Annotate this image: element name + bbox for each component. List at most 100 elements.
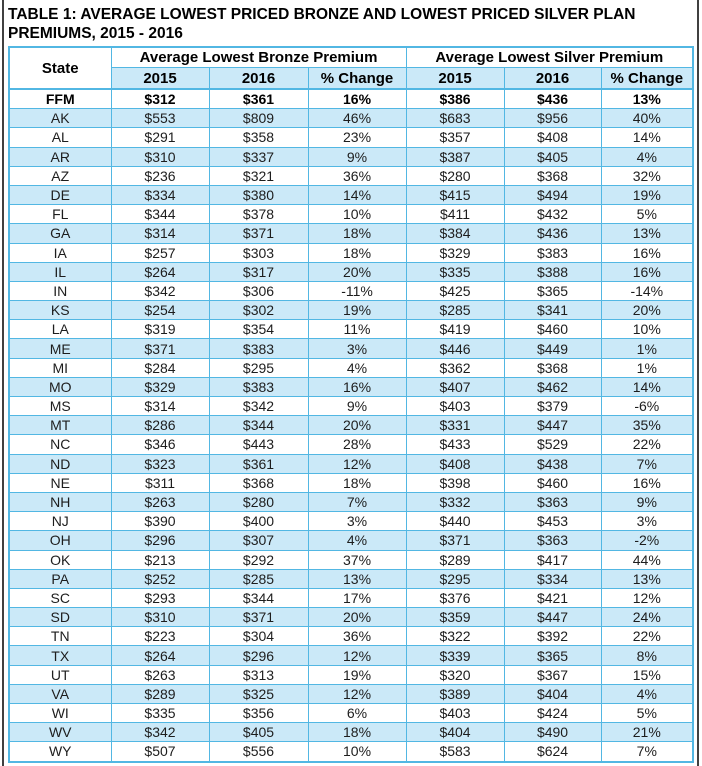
table-row: TN $223 $304 36% $322 $392 22% — [8, 626, 694, 647]
cell-state: AK — [8, 108, 112, 129]
cell-bronze-2015: $335 — [110, 702, 210, 724]
cell-silver-2016: $460 — [503, 319, 602, 340]
col-header-bronze-2016: 2016 — [208, 67, 309, 90]
cell-bronze-2015: $236 — [110, 165, 210, 186]
table-row: AZ $236 $321 36% $280 $368 32% — [8, 165, 694, 186]
cell-silver-change: 19% — [600, 184, 694, 206]
cell-state: LA — [8, 319, 112, 340]
cell-bronze-2016: $405 — [208, 722, 309, 743]
cell-state: UT — [8, 664, 112, 685]
cell-silver-2016: $388 — [503, 261, 602, 282]
cell-silver-change: -2% — [600, 530, 694, 551]
cell-bronze-change: 36% — [307, 626, 407, 647]
cell-state: AL — [8, 127, 112, 148]
table-row: LA $319 $354 11% $419 $460 10% — [8, 319, 694, 340]
cell-bronze-change: 7% — [307, 491, 407, 513]
cell-state: ND — [8, 453, 112, 474]
cell-silver-2016: $436 — [503, 223, 602, 244]
cell-bronze-change: 9% — [307, 146, 407, 167]
cell-state: NE — [8, 472, 112, 493]
table-row: NE $311 $368 18% $398 $460 16% — [8, 472, 694, 493]
cell-bronze-2016: $295 — [208, 357, 309, 378]
cell-bronze-2016: $443 — [208, 434, 309, 455]
cell-silver-2016: $462 — [503, 376, 602, 398]
cell-silver-change: 1% — [600, 338, 694, 359]
cell-silver-change: 4% — [600, 683, 694, 705]
cell-bronze-change: 11% — [307, 319, 407, 340]
table-row: MT $286 $344 20% $331 $447 35% — [8, 415, 694, 436]
cell-bronze-2015: $342 — [110, 280, 210, 302]
cell-bronze-2016: $292 — [208, 549, 309, 570]
cell-bronze-change: 18% — [307, 223, 407, 244]
cell-bronze-2016: $400 — [208, 511, 309, 532]
col-header-state: State — [8, 46, 112, 90]
cell-bronze-change: 20% — [307, 607, 407, 628]
cell-bronze-change: 6% — [307, 702, 407, 724]
cell-bronze-2016: $296 — [208, 645, 309, 666]
cell-state: VA — [8, 683, 112, 705]
table-title-line1: TABLE 1: AVERAGE LOWEST PRICED BRONZE AN… — [8, 6, 636, 23]
cell-bronze-2015: $252 — [110, 568, 210, 589]
sub-header-row: 2015 2016 % Change 2015 2016 % Change — [9, 67, 694, 90]
cell-bronze-change: 10% — [307, 741, 407, 763]
cell-bronze-2016: $337 — [208, 146, 309, 167]
cell-bronze-change: 4% — [307, 357, 407, 378]
cell-silver-2016: $956 — [503, 108, 602, 129]
cell-silver-2015: $407 — [405, 376, 505, 398]
table-row: OK $213 $292 37% $289 $417 44% — [8, 549, 694, 570]
cell-silver-2015: $295 — [405, 568, 505, 589]
table-row: KS $254 $302 19% $285 $341 20% — [8, 300, 694, 321]
cell-bronze-change: 12% — [307, 453, 407, 474]
cell-bronze-2016: $361 — [208, 88, 309, 110]
table-row: MO $329 $383 16% $407 $462 14% — [8, 376, 694, 398]
cell-bronze-2016: $371 — [208, 223, 309, 244]
cell-silver-2015: $386 — [405, 88, 505, 110]
cell-silver-2016: $363 — [503, 530, 602, 551]
table-header: State Average Lowest Bronze Premium Aver… — [8, 46, 694, 90]
table-row: MI $284 $295 4% $362 $368 1% — [8, 357, 694, 378]
cell-bronze-change: 10% — [307, 204, 407, 225]
cell-silver-2016: $368 — [503, 357, 602, 378]
cell-silver-2016: $408 — [503, 127, 602, 148]
cell-bronze-2016: $325 — [208, 683, 309, 705]
cell-state: KS — [8, 300, 112, 321]
cell-silver-2016: $417 — [503, 549, 602, 570]
cell-state: NC — [8, 434, 112, 455]
cell-bronze-2015: $346 — [110, 434, 210, 455]
cell-bronze-2016: $809 — [208, 108, 309, 129]
cell-silver-change: 24% — [600, 607, 694, 628]
cell-bronze-2016: $302 — [208, 300, 309, 321]
cell-bronze-2015: $213 — [110, 549, 210, 570]
cell-silver-change: 13% — [600, 88, 694, 110]
cell-silver-2016: $624 — [503, 741, 602, 763]
cell-bronze-2016: $280 — [208, 491, 309, 513]
cell-silver-2015: $398 — [405, 472, 505, 493]
cell-silver-2015: $376 — [405, 587, 505, 609]
table-row: GA $314 $371 18% $384 $436 13% — [8, 223, 694, 244]
cell-bronze-2015: $312 — [110, 88, 210, 110]
cell-silver-2016: $424 — [503, 702, 602, 724]
cell-bronze-change: 9% — [307, 395, 407, 417]
cell-bronze-2015: $553 — [110, 108, 210, 129]
cell-silver-change: 14% — [600, 376, 694, 398]
cell-bronze-2016: $317 — [208, 261, 309, 282]
cell-silver-2015: $359 — [405, 607, 505, 628]
cell-silver-2016: $421 — [503, 587, 602, 609]
cell-silver-2016: $392 — [503, 626, 602, 647]
cell-bronze-2015: $310 — [110, 146, 210, 167]
cell-silver-2016: $365 — [503, 645, 602, 666]
cell-silver-change: -6% — [600, 395, 694, 417]
cell-silver-2016: $438 — [503, 453, 602, 474]
cell-bronze-2016: $368 — [208, 472, 309, 493]
cell-silver-2015: $289 — [405, 549, 505, 570]
cell-bronze-change: 4% — [307, 530, 407, 551]
cell-silver-2016: $436 — [503, 88, 602, 110]
table-row: WY $507 $556 10% $583 $624 7% — [8, 741, 694, 763]
cell-bronze-2016: $342 — [208, 395, 309, 417]
cell-silver-change: 20% — [600, 300, 694, 321]
cell-silver-change: 16% — [600, 472, 694, 493]
table-row: AL $291 $358 23% $357 $408 14% — [8, 127, 694, 148]
premiums-table: State Average Lowest Bronze Premium Aver… — [8, 46, 695, 763]
cell-silver-change: 40% — [600, 108, 694, 129]
cell-bronze-2016: $361 — [208, 453, 309, 474]
